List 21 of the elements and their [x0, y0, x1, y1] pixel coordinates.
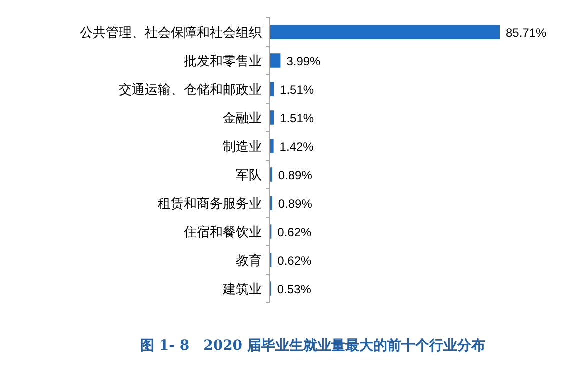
y-tick-label: 公共管理、社会保障和社会组织	[80, 24, 262, 40]
y-tick-label: 教育	[236, 252, 262, 268]
data-label: 3.99%	[286, 54, 322, 68]
data-label: 1.51%	[280, 82, 314, 97]
data-label: 0.62%	[278, 225, 312, 240]
y-tick-label: 军队	[236, 167, 262, 182]
data-label: 1.51%	[280, 111, 314, 126]
y-tick-label: 建筑业	[222, 281, 262, 296]
y-tick-label: 住宿和餐饮业	[183, 224, 262, 240]
y-tick-label: 租赁和商务服务业	[158, 196, 262, 211]
data-label: 85.71%	[506, 26, 548, 40]
data-label: 0.62%	[278, 254, 312, 268]
data-label: 0.89%	[278, 196, 313, 211]
data-label: 0.53%	[277, 282, 312, 296]
y-tick-label: 批发和零售业	[184, 53, 262, 68]
y-tick-label: 金融业	[223, 110, 262, 126]
y-tick-label: 交通运输、仓储和邮政业	[119, 82, 262, 97]
text: 图 1- 8 2020 届毕业生就业量最大的前十个行业分布	[140, 338, 486, 354]
data-label: 0.89%	[278, 168, 313, 182]
y-tick-label: 制造业	[223, 138, 262, 154]
data-label: 1.42%	[280, 140, 314, 154]
